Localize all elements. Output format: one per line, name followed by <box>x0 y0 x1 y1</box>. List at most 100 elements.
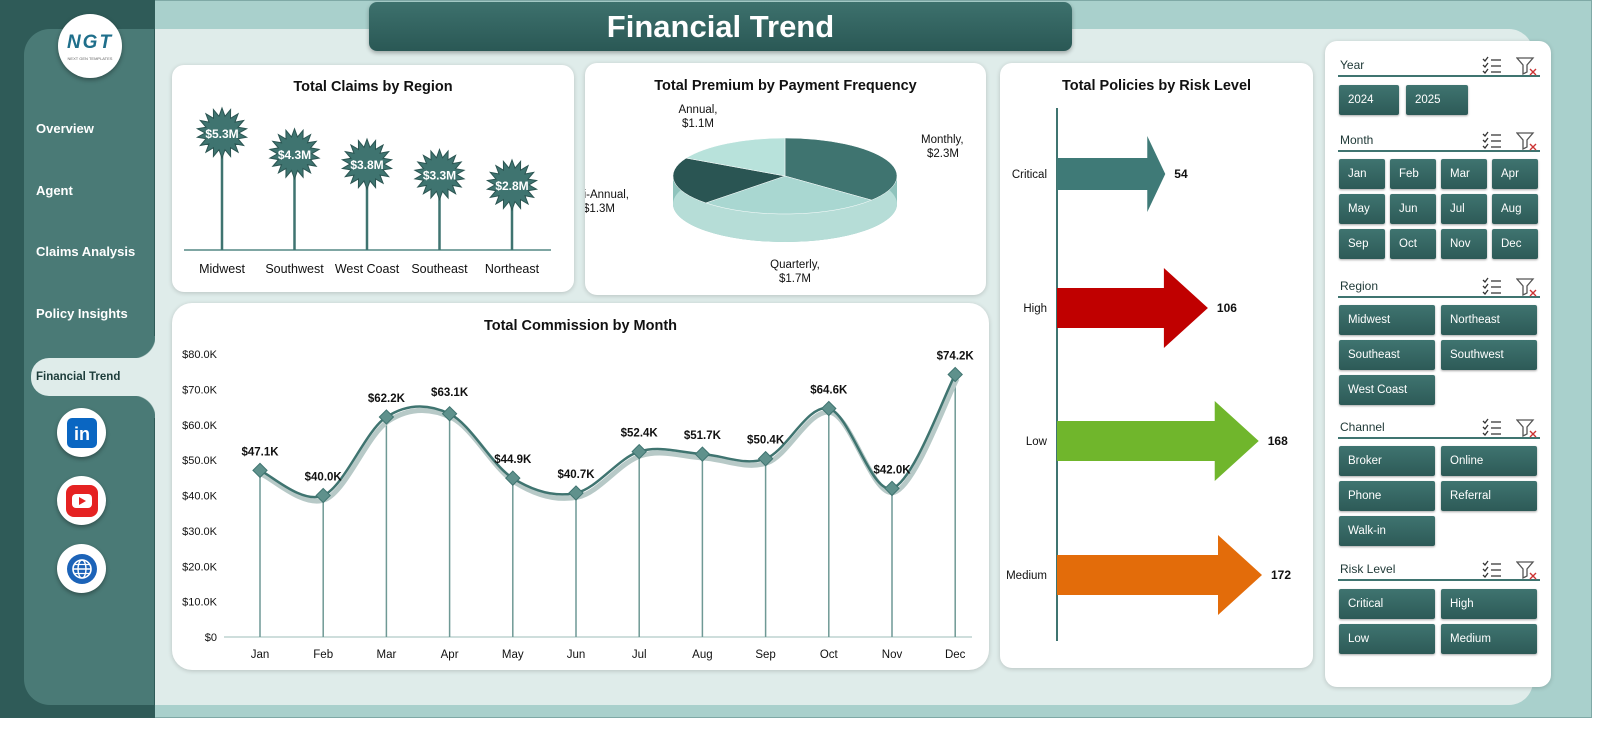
filter-region-northeast[interactable]: Northeast <box>1441 305 1537 335</box>
premium-pie-slice <box>685 137 786 177</box>
multi-select-icon[interactable] <box>1482 131 1502 149</box>
filter-channel-referral[interactable]: Referral <box>1441 481 1537 511</box>
nav-overview[interactable]: Overview <box>36 121 94 136</box>
filter-month-oct[interactable]: Oct <box>1390 229 1436 259</box>
filter-year-2024[interactable]: 2024 <box>1339 85 1399 115</box>
commission-point <box>947 366 963 383</box>
commission-y-tick: $50.0K <box>182 455 218 467</box>
premium-by-frequency-card: Total Premium by Payment Frequency Month… <box>585 63 986 295</box>
commission-x-tick: Nov <box>882 649 903 661</box>
premium-data-label: $1.3M <box>585 203 615 215</box>
commission-data-label: $74.2K <box>937 351 975 363</box>
multi-select-icon[interactable] <box>1482 418 1502 436</box>
filter-month-jun[interactable]: Jun <box>1390 194 1436 224</box>
page-title: Financial Trend <box>369 2 1072 51</box>
clear-filter-icon[interactable] <box>1516 418 1538 438</box>
globe-icon <box>66 553 97 584</box>
logo: NGT NEXT GEN TEMPLATES <box>58 14 122 78</box>
risk-filter-title: Risk Level <box>1340 562 1396 576</box>
multi-select-icon[interactable] <box>1482 277 1502 295</box>
filter-month-aug[interactable]: Aug <box>1492 194 1538 224</box>
filter-region-southwest[interactable]: Southwest <box>1441 340 1537 370</box>
commission-data-label: $44.9K <box>494 454 532 466</box>
filter-region-west-coast[interactable]: West Coast <box>1339 375 1435 405</box>
filter-month-nov[interactable]: Nov <box>1441 229 1487 259</box>
commission-y-tick: $70.0K <box>182 384 218 396</box>
filter-month-jan[interactable]: Jan <box>1339 159 1385 189</box>
nav-financial-trend[interactable]: Financial Trend <box>31 336 155 418</box>
commission-x-tick: Jan <box>251 649 270 661</box>
policies-data-label: 172 <box>1271 568 1291 582</box>
commission-x-tick: Feb <box>313 649 333 661</box>
linkedin-button[interactable]: in <box>57 408 106 457</box>
multi-select-icon[interactable] <box>1482 56 1502 74</box>
youtube-button[interactable] <box>57 476 106 525</box>
commission-y-tick: $20.0K <box>182 561 218 573</box>
filter-panel: Year 2024 2025 Month Jan Feb Mar Apr May… <box>1325 41 1551 687</box>
globe-button[interactable] <box>57 544 106 593</box>
filter-region-southeast[interactable]: Southeast <box>1339 340 1435 370</box>
policies-category-label: Low <box>1026 436 1048 448</box>
commission-data-label: $52.4K <box>621 428 659 440</box>
filter-month-dec[interactable]: Dec <box>1492 229 1538 259</box>
premium-data-label: $2.3M <box>927 148 959 160</box>
clear-filter-icon[interactable] <box>1516 56 1538 76</box>
commission-y-tick: $60.0K <box>182 420 218 432</box>
filter-channel-walk-in[interactable]: Walk-in <box>1339 516 1435 546</box>
filter-month-sep[interactable]: Sep <box>1339 229 1385 259</box>
claims-marker <box>195 106 249 160</box>
nav-agent[interactable]: Agent <box>36 183 73 198</box>
nav-claims-analysis[interactable]: Claims Analysis <box>36 244 136 259</box>
premium-category-label: Semi-Annual, <box>585 189 629 201</box>
commission-data-label: $51.7K <box>684 430 722 442</box>
claims-chart-title: Total Claims by Region <box>293 79 453 95</box>
multi-select-icon[interactable] <box>1482 560 1502 578</box>
commission-x-tick: Jul <box>632 649 647 661</box>
claims-data-label: $2.8M <box>495 179 528 193</box>
premium-data-label: $1.1M <box>682 118 714 130</box>
policies-category-label: High <box>1023 303 1047 315</box>
month-filter-title: Month <box>1340 133 1374 147</box>
commission-x-tick: May <box>502 649 524 661</box>
commission-y-tick: $40.0K <box>182 491 218 503</box>
filter-region-midwest[interactable]: Midwest <box>1339 305 1435 335</box>
filter-channel-online[interactable]: Online <box>1441 446 1537 476</box>
filter-risk-low[interactable]: Low <box>1339 624 1435 654</box>
filter-month-may[interactable]: May <box>1339 194 1385 224</box>
filter-month-feb[interactable]: Feb <box>1390 159 1436 189</box>
filter-month-jul[interactable]: Jul <box>1441 194 1487 224</box>
clear-filter-icon[interactable] <box>1516 277 1538 297</box>
nav-policy-insights[interactable]: Policy Insights <box>36 306 128 321</box>
premium-by-frequency-chart: Monthly, $2.3M Quarterly, $1.7M Semi-Annual,… <box>585 104 964 285</box>
filter-month-mar[interactable]: Mar <box>1441 159 1487 189</box>
policies-arrow <box>1057 535 1262 615</box>
policies-data-label: 168 <box>1268 434 1288 448</box>
claims-category-label: Northeast <box>485 262 540 276</box>
region-filter-header: Region <box>1338 276 1540 298</box>
commission-point <box>884 480 900 497</box>
premium-category-label: Annual, <box>678 104 717 116</box>
clear-filter-icon[interactable] <box>1516 560 1538 580</box>
filter-risk-critical[interactable]: Critical <box>1339 589 1435 619</box>
filter-risk-high[interactable]: High <box>1441 589 1537 619</box>
commission-by-month-chart: $0 $10.0K $20.0K $30.0K $40.0K $50.0K $60.0K $7… <box>182 349 975 661</box>
filter-year-2025[interactable]: 2025 <box>1406 85 1468 115</box>
commission-x-tick: Mar <box>376 649 396 661</box>
filter-channel-broker[interactable]: Broker <box>1339 446 1435 476</box>
claims-category-label: Midwest <box>199 262 245 276</box>
policies-by-risk-chart: 54 Critical 106 High 168 Low 172 Medium <box>1006 108 1291 641</box>
commission-x-tick: Aug <box>692 649 712 661</box>
filter-channel-phone[interactable]: Phone <box>1339 481 1435 511</box>
commission-data-label: $40.0K <box>305 472 343 484</box>
channel-filter-header: Channel <box>1338 417 1540 439</box>
claims-by-region-chart: $5.3M Midwest $4.3M Southwest $3.8M West Coas… <box>184 106 551 276</box>
claims-data-label: $3.8M <box>350 158 383 172</box>
claims-category-label: West Coast <box>335 262 400 276</box>
claims-marker <box>485 158 539 212</box>
clear-filter-icon[interactable] <box>1516 131 1538 151</box>
commission-x-tick: Oct <box>820 649 839 661</box>
filter-month-apr[interactable]: Apr <box>1492 159 1538 189</box>
claims-data-label: $4.3M <box>278 148 311 162</box>
commission-point <box>568 485 584 501</box>
filter-risk-medium[interactable]: Medium <box>1441 624 1537 654</box>
